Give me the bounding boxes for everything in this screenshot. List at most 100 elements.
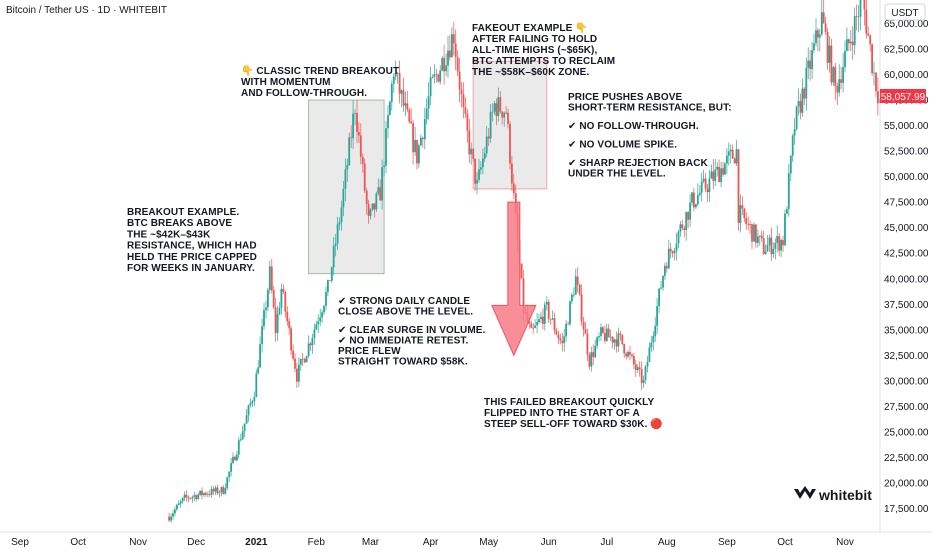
annotation-line: AND FOLLOW-THROUGH. <box>241 88 367 99</box>
candle-body <box>466 113 469 131</box>
candle <box>634 359 637 377</box>
candle <box>559 333 562 345</box>
candle-body <box>437 74 440 82</box>
currency-button[interactable] <box>884 3 926 21</box>
candle <box>602 326 604 335</box>
candle <box>543 301 546 331</box>
candle <box>873 62 875 86</box>
candle-body <box>817 30 819 38</box>
candle <box>474 158 476 191</box>
candle <box>658 288 660 314</box>
candle-body <box>234 456 236 461</box>
candle-body <box>497 97 500 116</box>
candle <box>619 331 622 341</box>
candle <box>261 318 263 353</box>
candle <box>722 161 724 177</box>
candle-body <box>621 334 624 345</box>
candle <box>410 108 413 125</box>
candle-body <box>412 123 414 153</box>
candle-body <box>170 516 172 521</box>
candle <box>385 120 387 174</box>
candle-body <box>330 267 333 281</box>
y-tick-label: 55,000.00 <box>884 121 929 132</box>
candle <box>762 230 765 255</box>
candle-body <box>305 356 308 363</box>
candle-body <box>245 415 248 424</box>
candle <box>871 43 873 76</box>
candle <box>237 437 240 459</box>
annotation-line: ✔ CLEAR SURGE IN VOLUME. <box>338 325 486 336</box>
candle-body <box>704 178 707 189</box>
x-tick-label: Jul <box>600 537 613 548</box>
whitebit-logo-icon <box>794 486 816 499</box>
candle <box>834 62 837 101</box>
candle <box>505 106 507 115</box>
candle <box>695 203 697 210</box>
candle <box>803 87 806 105</box>
candle <box>671 250 674 258</box>
candle-body <box>350 137 353 139</box>
candle-body <box>747 223 750 225</box>
candle <box>735 140 738 166</box>
candle <box>714 159 717 187</box>
candle <box>776 225 779 253</box>
candle-body <box>373 203 376 210</box>
candle <box>627 350 629 359</box>
candle <box>648 342 651 363</box>
candle-body <box>849 41 852 44</box>
candle <box>433 64 436 84</box>
y-tick-label: 62,500.00 <box>884 45 929 56</box>
annotation-line: FAKEOUT EXAMPLE 👇 <box>472 22 588 34</box>
candle-body <box>809 60 811 70</box>
candle-body <box>551 318 554 320</box>
candle-body <box>298 364 300 382</box>
candle-body <box>818 34 821 38</box>
candle-body <box>309 343 312 346</box>
candle-body <box>189 498 192 499</box>
y-axis-ticks: 65,000.0062,500.0060,000.0057,500.0055,0… <box>884 19 929 515</box>
candle <box>406 90 409 113</box>
annotation-line: ✔ NO IMMEDIATE RETEST. <box>338 336 469 347</box>
candle-body <box>793 129 796 136</box>
annotation-fakeout: FAKEOUT EXAMPLE 👇AFTER FAILING TO HOLDAL… <box>472 22 615 78</box>
annotation-line: ✔ STRONG DAILY CANDLE <box>338 296 470 307</box>
candle <box>863 0 866 26</box>
candle-body <box>588 354 591 367</box>
last-price-tag: 58,057.99 <box>880 89 926 103</box>
candle-body <box>336 224 339 244</box>
candle-body <box>410 121 413 124</box>
candle-body <box>241 431 244 440</box>
y-tick-label: 50,000.00 <box>884 172 929 183</box>
candle <box>770 227 773 261</box>
candle-body <box>753 224 755 242</box>
candle <box>507 108 509 129</box>
candle <box>749 220 751 235</box>
candle <box>214 485 217 495</box>
candle-body <box>648 347 651 362</box>
candle-body <box>187 497 190 499</box>
candle-body <box>317 321 320 325</box>
candle <box>172 510 174 520</box>
candle-body <box>199 490 201 495</box>
annotation-line: AFTER FAILING TO HOLD <box>472 34 597 45</box>
candle <box>383 161 385 177</box>
candle-body <box>729 149 732 152</box>
candle <box>268 260 271 294</box>
candle-body <box>296 368 298 382</box>
candle <box>265 300 267 319</box>
candle-body <box>683 228 686 231</box>
candle-body <box>594 345 597 358</box>
candle-body <box>745 218 748 224</box>
candle-body <box>460 89 463 95</box>
candle-body <box>838 79 841 93</box>
candle-body <box>340 207 343 223</box>
candle-body <box>447 50 449 66</box>
candle-body <box>580 294 583 322</box>
candle <box>561 332 564 352</box>
candle <box>497 87 500 122</box>
candle <box>400 88 403 108</box>
candle <box>344 158 347 202</box>
candle-body <box>735 149 738 164</box>
